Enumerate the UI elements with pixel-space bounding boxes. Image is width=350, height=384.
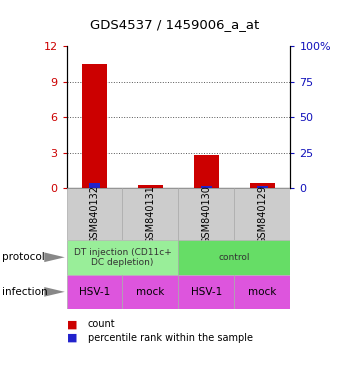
- Bar: [234, 188, 290, 240]
- Text: GSM840132: GSM840132: [90, 185, 99, 243]
- Bar: [178, 275, 234, 309]
- Bar: [201, 185, 212, 188]
- Bar: [145, 187, 156, 188]
- Text: ■: ■: [66, 319, 77, 329]
- Text: mock: mock: [248, 287, 277, 297]
- Bar: [138, 185, 163, 188]
- Bar: [82, 64, 107, 188]
- Text: protocol: protocol: [2, 252, 44, 262]
- Bar: [122, 188, 178, 240]
- Text: HSV-1: HSV-1: [79, 287, 110, 297]
- Bar: [66, 240, 178, 275]
- Text: GDS4537 / 1459006_a_at: GDS4537 / 1459006_a_at: [90, 18, 260, 31]
- Text: infection: infection: [2, 287, 47, 297]
- Bar: [66, 188, 122, 240]
- Bar: [194, 155, 219, 188]
- Text: percentile rank within the sample: percentile rank within the sample: [88, 333, 252, 343]
- Text: mock: mock: [136, 287, 165, 297]
- Text: GSM840129: GSM840129: [258, 185, 267, 243]
- Polygon shape: [44, 287, 65, 297]
- Polygon shape: [44, 252, 65, 262]
- Bar: [234, 275, 290, 309]
- Text: ■: ■: [66, 333, 77, 343]
- Bar: [250, 184, 275, 188]
- Text: GSM840130: GSM840130: [202, 185, 211, 243]
- Bar: [122, 275, 178, 309]
- Bar: [257, 187, 268, 188]
- Bar: [89, 183, 100, 188]
- Text: HSV-1: HSV-1: [191, 287, 222, 297]
- Text: GSM840131: GSM840131: [146, 185, 155, 243]
- Bar: [178, 188, 234, 240]
- Text: control: control: [219, 253, 250, 262]
- Bar: [178, 240, 290, 275]
- Bar: [66, 275, 122, 309]
- Text: DT injection (CD11c+
DC depletion): DT injection (CD11c+ DC depletion): [74, 248, 172, 267]
- Text: count: count: [88, 319, 115, 329]
